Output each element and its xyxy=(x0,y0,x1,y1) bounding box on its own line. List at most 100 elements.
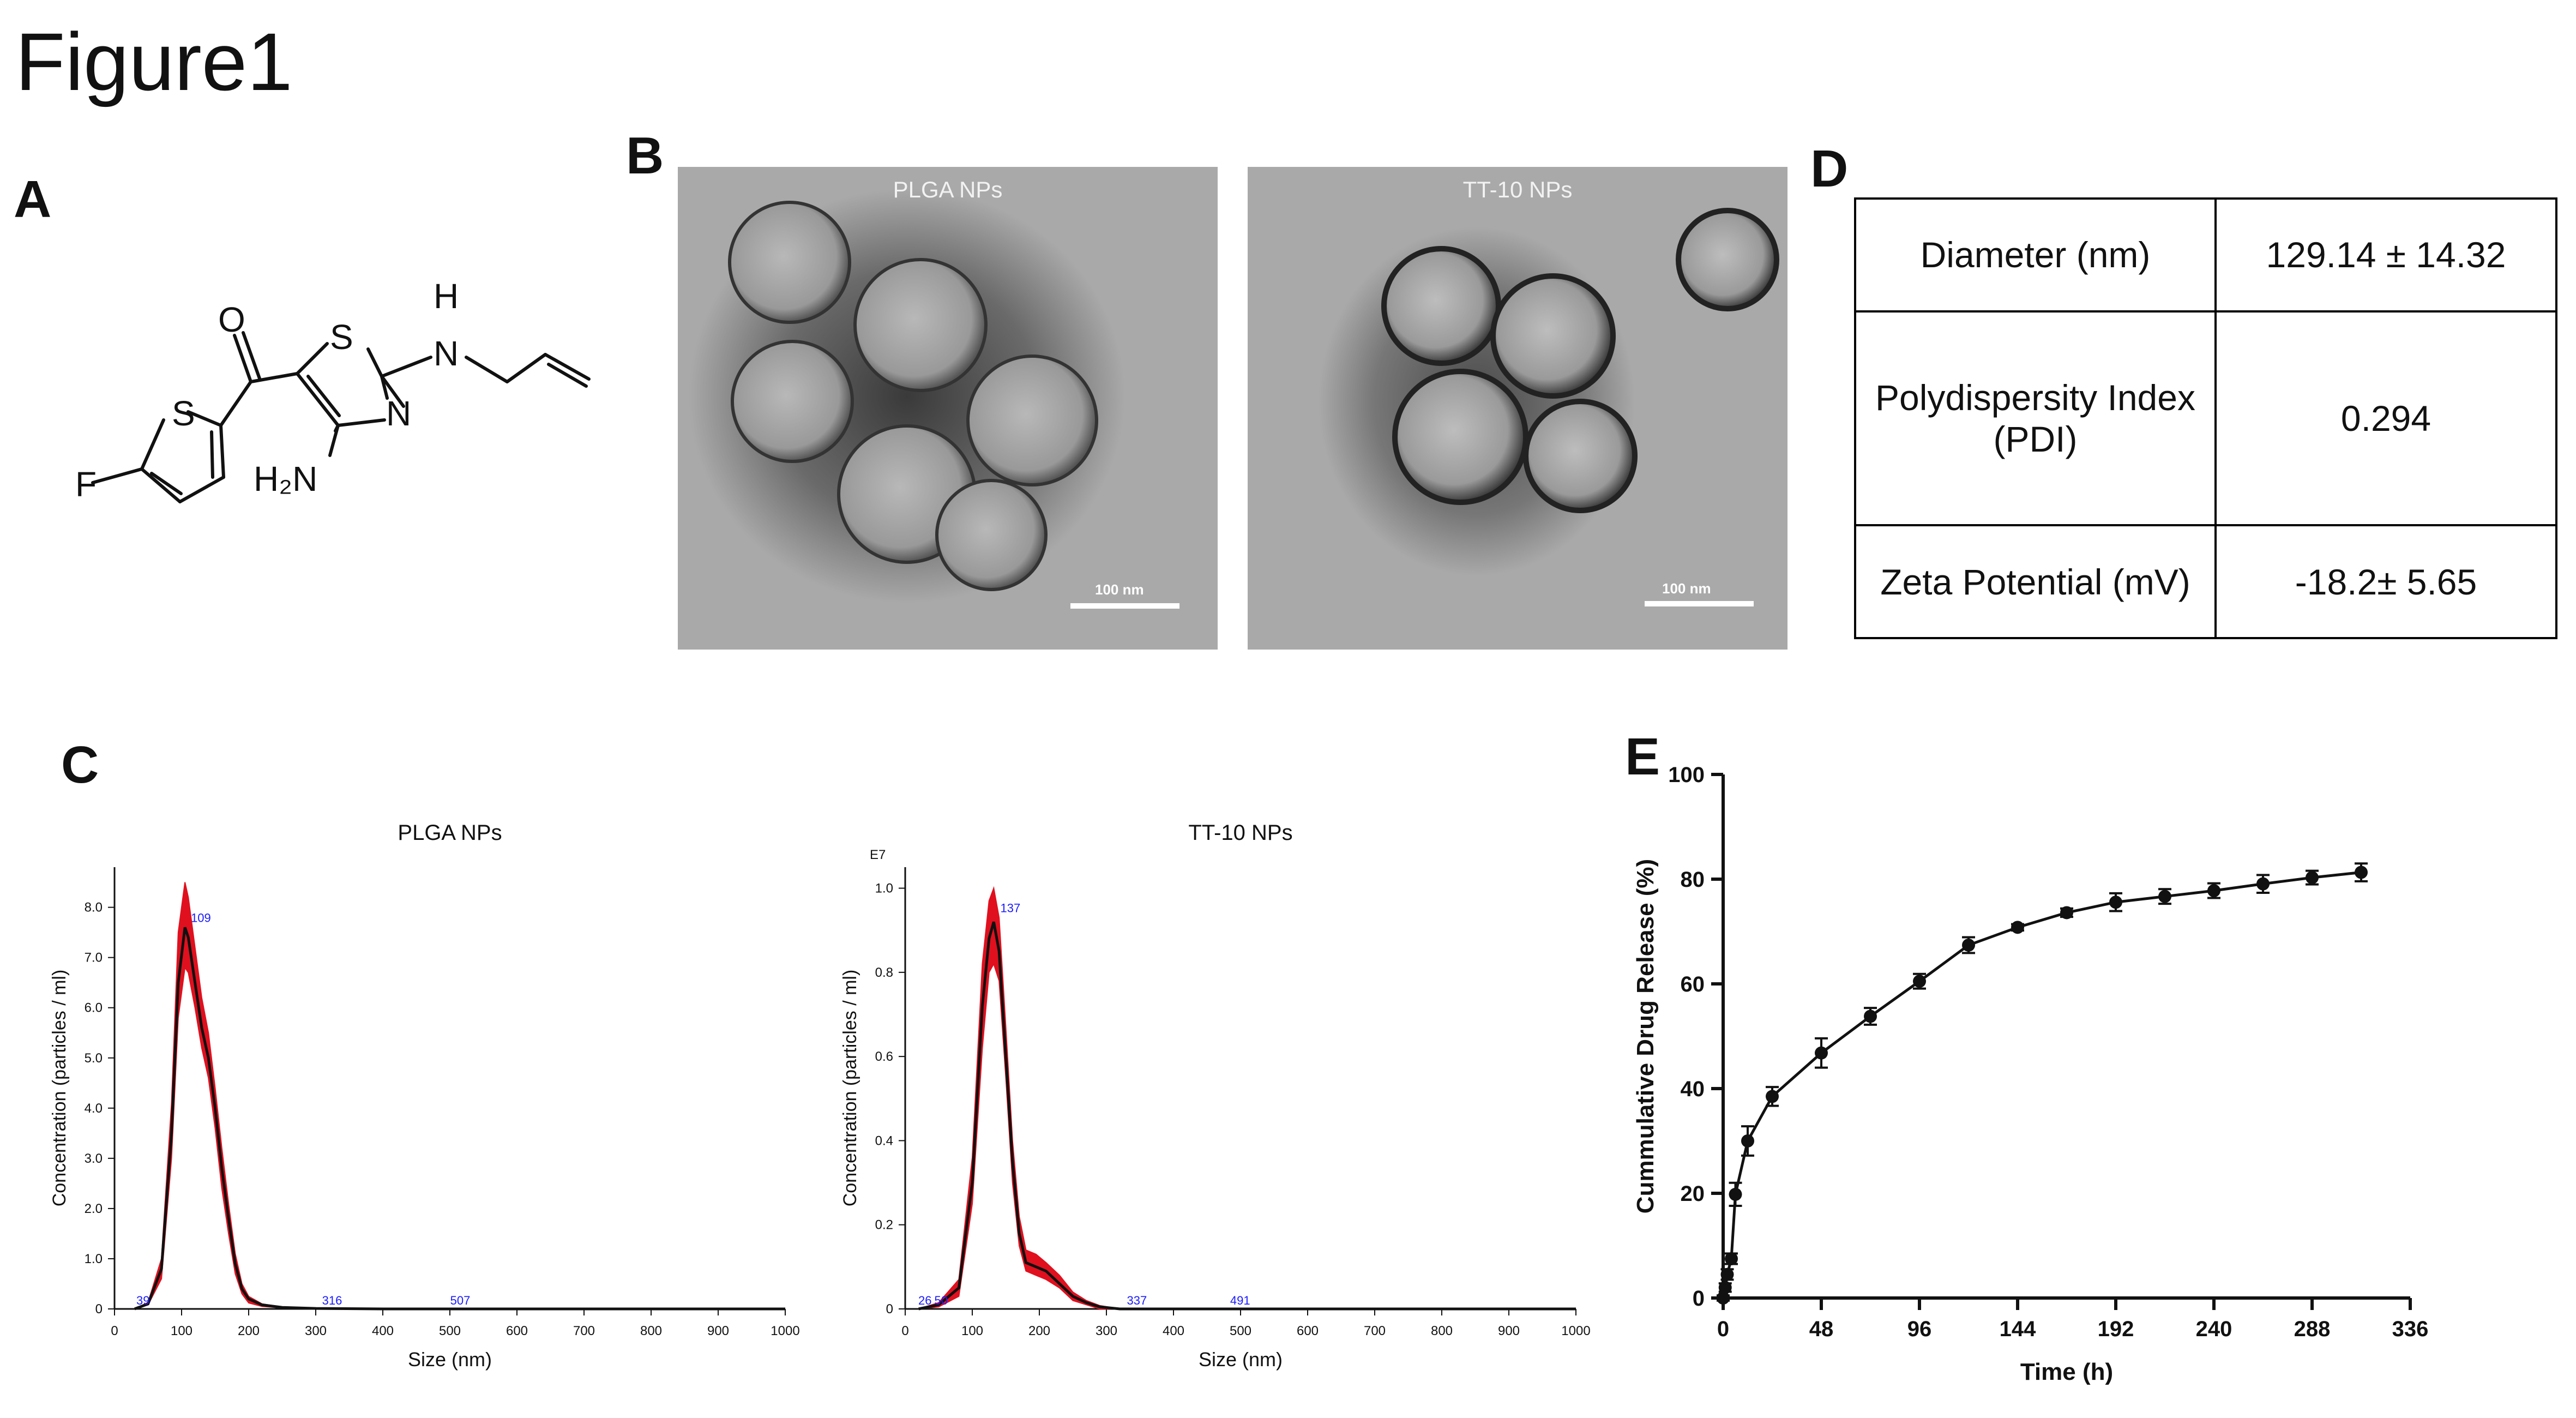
atom-s-thiophene: S xyxy=(172,394,195,433)
data-point xyxy=(2109,896,2122,909)
panel-letter-e: E xyxy=(1625,728,1660,786)
peak-label: 491 xyxy=(1230,1294,1250,1307)
peak-label: 39 xyxy=(136,1294,149,1307)
tem-label-tt10: TT-10 NPs xyxy=(1462,177,1573,202)
y-tick-label: 1.0 xyxy=(875,881,893,896)
data-point xyxy=(2060,906,2073,920)
y-tick-label: 0.4 xyxy=(875,1133,893,1148)
y-tick-label: 0.6 xyxy=(875,1049,893,1064)
data-point xyxy=(1864,1010,1877,1023)
mean-line xyxy=(918,921,1576,1311)
x-tick-label: 700 xyxy=(1364,1324,1386,1338)
x-tick-label: 400 xyxy=(1163,1324,1184,1338)
x-axis-label: Time (h) xyxy=(2020,1359,2113,1385)
x-tick-label: 100 xyxy=(961,1324,983,1338)
data-point xyxy=(1729,1187,1742,1201)
tem-particles-tt10 xyxy=(1319,208,1779,576)
data-point xyxy=(1913,975,1926,988)
y-tick-label: 20 xyxy=(1681,1182,1705,1206)
data-point xyxy=(2158,890,2171,903)
x-axis-label: Size (nm) xyxy=(408,1348,492,1371)
x-tick-label: 600 xyxy=(1297,1324,1319,1338)
atom-nh-n: N xyxy=(434,334,459,373)
row-value: -18.2± 5.65 xyxy=(2214,524,2557,639)
y-tick-label: 100 xyxy=(1668,763,1705,787)
x-tick-label: 192 xyxy=(2098,1317,2134,1341)
data-point xyxy=(1815,1046,1828,1060)
properties-table: Diameter (nm) 129.14 ± 14.32 Polydispers… xyxy=(1854,197,2557,639)
panel-letter-c: C xyxy=(61,736,99,794)
x-tick-label: 400 xyxy=(372,1324,394,1338)
tem-image-plga: PLGA NPs 100 nm xyxy=(678,167,1218,650)
data-point xyxy=(2256,877,2270,891)
x-tick-label: 300 xyxy=(305,1324,327,1338)
panel-letter-d: D xyxy=(1810,140,1849,198)
x-tick-label: 336 xyxy=(2392,1317,2429,1341)
peak-label: 316 xyxy=(322,1294,342,1307)
y-tick-label: 3.0 xyxy=(85,1151,103,1166)
error-band xyxy=(134,882,785,1309)
x-tick-label: 0 xyxy=(901,1324,908,1338)
x-tick-label: 200 xyxy=(238,1324,260,1338)
x-tick-label: 800 xyxy=(640,1324,662,1338)
atom-nh-h: H xyxy=(434,277,459,316)
y-tick-label: 1.0 xyxy=(85,1252,103,1266)
row-value: 0.294 xyxy=(2214,310,2557,527)
x-tick-label: 900 xyxy=(1498,1324,1520,1338)
y-tick-label: 0.2 xyxy=(875,1218,893,1233)
data-point xyxy=(2306,871,2319,885)
y-tick-label: 6.0 xyxy=(85,1001,103,1016)
data-point xyxy=(2011,921,2024,934)
exponent-label: E7 xyxy=(870,848,886,862)
x-tick-label: 100 xyxy=(171,1324,192,1338)
table-row: Polydispersity Index (PDI) 0.294 xyxy=(1854,310,2557,527)
y-axis-label: Concentration (particles / ml) xyxy=(840,970,860,1207)
data-point xyxy=(2207,884,2220,898)
mean-line xyxy=(134,927,785,1311)
data-point xyxy=(1766,1090,1779,1103)
peak-label: 137 xyxy=(1001,902,1021,915)
row-label: Diameter (nm) xyxy=(1854,197,2217,313)
table-row: Zeta Potential (mV) -18.2± 5.65 xyxy=(1854,524,2557,639)
x-tick-label: 0 xyxy=(1717,1317,1729,1341)
y-tick-label: 4.0 xyxy=(85,1101,103,1116)
y-tick-label: 8.0 xyxy=(85,900,103,915)
peak-label: 109 xyxy=(191,911,211,924)
x-tick-label: 500 xyxy=(1230,1324,1251,1338)
atom-f: F xyxy=(75,465,97,504)
chemical-structure: S F O S N H N H₂N xyxy=(75,277,591,504)
row-value: 129.14 ± 14.32 xyxy=(2214,197,2557,313)
chart-nta-plga: PLGA NPs 0 100 200 300 400 500 600 700 800 900 1000… xyxy=(49,821,800,1371)
release-line xyxy=(1722,871,2362,1299)
y-tick-label: 60 xyxy=(1681,972,1705,996)
chart-title: TT-10 NPs xyxy=(1188,821,1292,845)
x-tick-label: 288 xyxy=(2294,1317,2331,1341)
x-tick-label: 0 xyxy=(111,1324,118,1338)
scale-bar-tt10 xyxy=(1645,601,1754,606)
atom-h2n: H₂N xyxy=(254,459,317,498)
row-label: Zeta Potential (mV) xyxy=(1854,524,2217,639)
data-point xyxy=(1720,1267,1734,1281)
data-point xyxy=(1741,1134,1754,1147)
x-tick-label: 1000 xyxy=(1561,1324,1590,1338)
y-tick-label: 40 xyxy=(1681,1077,1705,1101)
panel-letter-a: A xyxy=(14,170,52,229)
x-tick-label: 144 xyxy=(2000,1317,2036,1341)
chart-drug-release: 0 20 40 60 80 100 0 48 96 144 192 240 288 336 Time (h)… xyxy=(1632,763,2429,1385)
x-tick-label: 600 xyxy=(506,1324,528,1338)
x-tick-label: 200 xyxy=(1028,1324,1050,1338)
x-tick-label: 500 xyxy=(439,1324,461,1338)
tem-image-tt10: TT-10 NPs 100 nm xyxy=(1248,167,1787,650)
x-tick-label: 800 xyxy=(1431,1324,1453,1338)
tem-particles-plga xyxy=(689,189,1125,603)
data-point xyxy=(1718,1281,1732,1294)
atom-s-thiazole: S xyxy=(330,317,353,357)
scale-label-plga: 100 nm xyxy=(1095,581,1144,598)
x-tick-label: 900 xyxy=(707,1324,729,1338)
scale-bar-plga xyxy=(1070,603,1179,609)
row-label: Polydispersity Index (PDI) xyxy=(1854,310,2217,527)
y-tick-label: 0 xyxy=(1693,1287,1705,1311)
y-tick-label: 0 xyxy=(886,1302,893,1317)
scale-label-tt10: 100 nm xyxy=(1662,580,1711,597)
